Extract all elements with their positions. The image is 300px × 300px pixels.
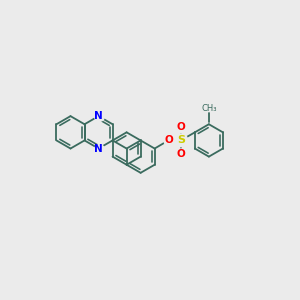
- Text: O: O: [176, 122, 185, 132]
- Text: N: N: [94, 143, 103, 154]
- Text: O: O: [176, 149, 185, 159]
- Text: N: N: [94, 111, 103, 121]
- Text: S: S: [177, 135, 185, 146]
- Text: O: O: [164, 135, 173, 146]
- Text: CH₃: CH₃: [201, 104, 217, 113]
